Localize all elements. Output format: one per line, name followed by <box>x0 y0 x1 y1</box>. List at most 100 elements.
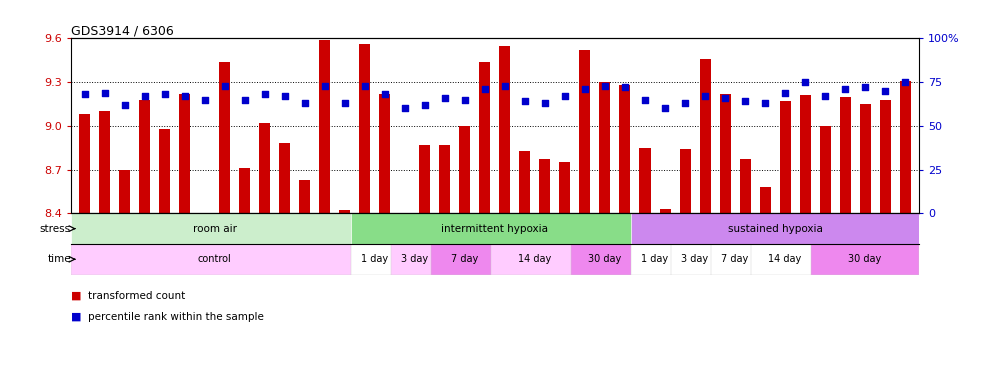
Bar <box>571 244 639 275</box>
Bar <box>760 187 771 214</box>
Point <box>337 100 353 106</box>
Bar <box>559 162 570 214</box>
Point <box>877 88 893 94</box>
Point <box>857 84 873 91</box>
Bar <box>679 149 690 214</box>
Bar <box>631 244 679 275</box>
Point <box>557 93 573 99</box>
Text: control: control <box>198 254 232 264</box>
Point <box>637 96 653 103</box>
Bar <box>339 210 350 214</box>
Bar <box>640 148 651 214</box>
Text: 1 day: 1 day <box>362 254 388 264</box>
Bar <box>499 46 510 214</box>
Bar <box>711 244 759 275</box>
Bar <box>351 214 639 244</box>
Bar <box>219 62 230 214</box>
Text: intermittent hypoxia: intermittent hypoxia <box>441 223 549 233</box>
Point <box>377 91 393 98</box>
Point <box>697 93 713 99</box>
Text: stress: stress <box>40 223 71 233</box>
Bar <box>420 145 431 214</box>
Bar <box>119 170 131 214</box>
Text: percentile rank within the sample: percentile rank within the sample <box>88 312 264 322</box>
Point <box>117 102 133 108</box>
Point <box>457 96 473 103</box>
Point <box>137 93 152 99</box>
Bar <box>239 168 251 214</box>
Point <box>157 91 173 98</box>
Bar <box>899 81 910 214</box>
Point <box>177 93 193 99</box>
Point <box>577 86 593 92</box>
Point <box>797 79 813 85</box>
Bar <box>631 214 919 244</box>
Point <box>778 89 793 96</box>
Bar <box>260 123 270 214</box>
Bar <box>459 126 471 214</box>
Bar <box>431 244 499 275</box>
Bar <box>519 151 531 214</box>
Bar <box>671 244 719 275</box>
Text: 14 day: 14 day <box>769 254 802 264</box>
Text: 30 day: 30 day <box>848 254 882 264</box>
Point <box>217 83 233 89</box>
Bar <box>720 94 730 214</box>
Text: 14 day: 14 day <box>518 254 551 264</box>
Text: time: time <box>47 254 71 264</box>
Bar <box>859 104 871 214</box>
Point <box>237 96 253 103</box>
Text: 3 day: 3 day <box>681 254 709 264</box>
Text: transformed count: transformed count <box>88 291 186 301</box>
Text: ■: ■ <box>71 291 82 301</box>
Bar <box>71 244 359 275</box>
Text: sustained hypoxia: sustained hypoxia <box>727 223 823 233</box>
Point <box>257 91 272 98</box>
Point <box>277 93 293 99</box>
Bar <box>660 209 670 214</box>
Point <box>497 83 513 89</box>
Bar <box>491 244 579 275</box>
Bar <box>739 159 751 214</box>
Bar <box>780 101 790 214</box>
Bar <box>319 40 330 214</box>
Bar <box>579 50 591 214</box>
Bar <box>799 95 811 214</box>
Bar <box>140 99 150 214</box>
Text: 30 day: 30 day <box>589 254 621 264</box>
Bar <box>540 159 550 214</box>
Point <box>737 98 753 104</box>
Bar <box>351 244 399 275</box>
Text: 7 day: 7 day <box>722 254 749 264</box>
Text: room air: room air <box>193 223 237 233</box>
Bar <box>71 214 359 244</box>
Bar <box>300 180 311 214</box>
Bar <box>751 244 819 275</box>
Point <box>517 98 533 104</box>
Point <box>397 105 413 111</box>
Point <box>838 86 853 92</box>
Point <box>317 83 332 89</box>
Point <box>537 100 552 106</box>
Bar <box>820 126 831 214</box>
Point <box>677 100 693 106</box>
Bar <box>379 94 390 214</box>
Bar <box>811 244 919 275</box>
Point <box>817 93 833 99</box>
Point <box>417 102 433 108</box>
Bar <box>880 99 891 214</box>
Bar <box>439 145 450 214</box>
Text: 3 day: 3 day <box>401 254 429 264</box>
Bar <box>391 244 439 275</box>
Bar <box>360 44 371 214</box>
Text: 7 day: 7 day <box>451 254 479 264</box>
Point <box>197 96 212 103</box>
Text: GDS3914 / 6306: GDS3914 / 6306 <box>71 24 174 37</box>
Text: 1 day: 1 day <box>642 254 668 264</box>
Point <box>718 95 733 101</box>
Bar <box>99 111 110 214</box>
Point <box>757 100 773 106</box>
Bar <box>480 62 491 214</box>
Bar <box>179 94 191 214</box>
Point <box>658 105 673 111</box>
